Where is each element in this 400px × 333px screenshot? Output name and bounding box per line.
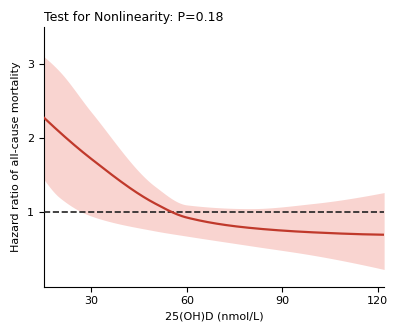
X-axis label: 25(OH)D (nmol/L): 25(OH)D (nmol/L) <box>164 312 263 322</box>
Text: Test for Nonlinearity: P=0.18: Test for Nonlinearity: P=0.18 <box>44 11 223 24</box>
Y-axis label: Hazard ratio of all-cause mortality: Hazard ratio of all-cause mortality <box>11 61 21 252</box>
